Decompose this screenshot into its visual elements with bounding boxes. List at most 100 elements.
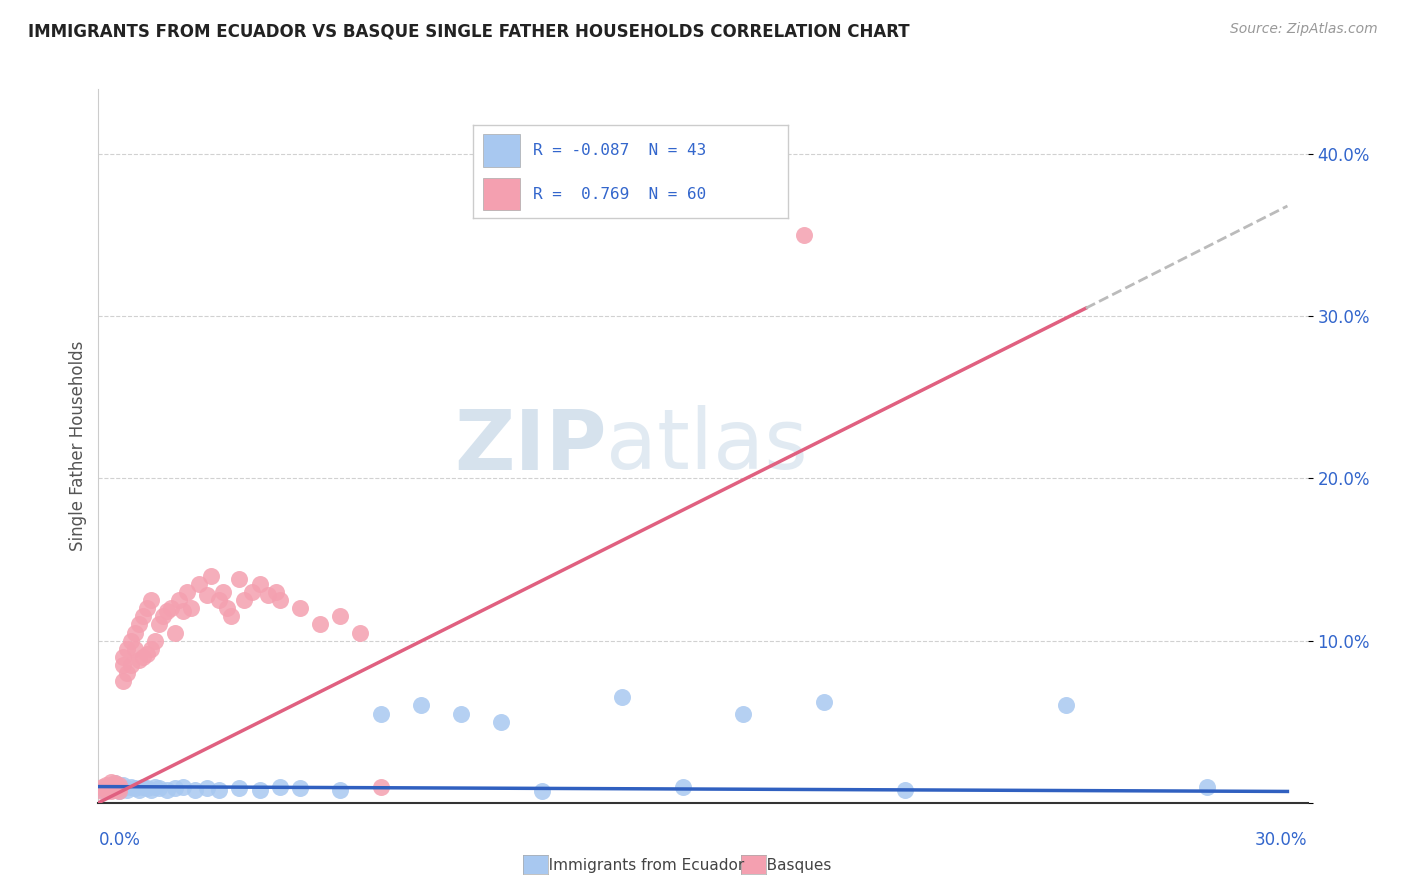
Point [120, 633, 142, 648]
Point [256, 588, 278, 602]
Point [409, 698, 432, 713]
Point [100, 774, 122, 789]
Point [132, 649, 155, 664]
Point [184, 782, 207, 797]
Point [1054, 698, 1077, 713]
Point [143, 633, 166, 648]
Point [132, 609, 155, 624]
Point [530, 784, 553, 798]
Point [249, 577, 271, 591]
Point [139, 782, 162, 797]
Point [240, 585, 263, 599]
Text: ZIP: ZIP [454, 406, 606, 486]
Point [96, 780, 118, 794]
Point [128, 617, 150, 632]
Point [96, 782, 118, 797]
Point [172, 780, 194, 794]
Point [107, 784, 129, 798]
Point [107, 780, 129, 794]
Point [135, 647, 157, 661]
Point [124, 641, 146, 656]
Point [450, 706, 472, 721]
Text: 0.0%: 0.0% [98, 831, 141, 849]
Point [370, 780, 392, 794]
Text: atlas: atlas [606, 406, 808, 486]
Point [309, 617, 332, 632]
Point [195, 781, 218, 796]
Point [156, 782, 179, 797]
Point [143, 780, 166, 794]
Point [172, 604, 194, 618]
Point [212, 585, 235, 599]
Point [111, 657, 134, 672]
Point [111, 674, 134, 689]
Point [733, 706, 755, 721]
Point [612, 690, 634, 705]
Point [132, 780, 155, 794]
Point [107, 778, 129, 792]
FancyBboxPatch shape [482, 134, 520, 167]
Point [228, 572, 250, 586]
Point [200, 568, 222, 582]
Point [1195, 780, 1218, 794]
Point [288, 781, 311, 796]
Point [188, 577, 211, 591]
Y-axis label: Single Father Households: Single Father Households [69, 341, 87, 551]
Point [103, 776, 125, 790]
Point [96, 784, 118, 798]
Text: R =  0.769  N = 60: R = 0.769 N = 60 [533, 187, 706, 202]
Point [139, 641, 162, 656]
Text: 30.0%: 30.0% [1256, 831, 1308, 849]
Point [349, 625, 371, 640]
Point [111, 649, 134, 664]
Point [195, 588, 218, 602]
Point [167, 593, 190, 607]
Point [249, 782, 271, 797]
Point [120, 657, 142, 672]
Point [370, 706, 392, 721]
Point [813, 695, 835, 709]
Point [103, 782, 125, 797]
Point [264, 585, 287, 599]
Text: R = -0.087  N = 43: R = -0.087 N = 43 [533, 144, 706, 159]
Point [91, 784, 114, 798]
Text: Basques: Basques [752, 858, 831, 872]
FancyBboxPatch shape [482, 178, 520, 211]
Point [793, 228, 815, 243]
Point [124, 781, 146, 796]
Text: Immigrants from Ecuador: Immigrants from Ecuador [534, 858, 745, 872]
Point [91, 782, 114, 797]
Point [120, 780, 142, 794]
Point [100, 784, 122, 798]
Point [135, 601, 157, 615]
Point [107, 781, 129, 796]
Point [128, 653, 150, 667]
Point [221, 609, 243, 624]
Point [160, 601, 183, 615]
Point [329, 782, 352, 797]
Point [103, 782, 125, 797]
Text: Source: ZipAtlas.com: Source: ZipAtlas.com [1230, 22, 1378, 37]
Point [288, 601, 311, 615]
Point [491, 714, 513, 729]
Point [176, 585, 198, 599]
Point [217, 601, 239, 615]
Point [91, 780, 114, 794]
Point [329, 609, 352, 624]
Point [100, 781, 122, 796]
Point [111, 778, 134, 792]
Point [135, 781, 157, 796]
Point [148, 781, 170, 796]
Point [115, 641, 138, 656]
Point [124, 625, 146, 640]
Point [672, 780, 695, 794]
Point [100, 781, 122, 796]
Point [156, 604, 179, 618]
Point [232, 593, 254, 607]
Point [269, 780, 291, 794]
Point [100, 778, 122, 792]
Point [163, 781, 186, 796]
Point [269, 593, 291, 607]
Point [115, 782, 138, 797]
Point [103, 776, 125, 790]
